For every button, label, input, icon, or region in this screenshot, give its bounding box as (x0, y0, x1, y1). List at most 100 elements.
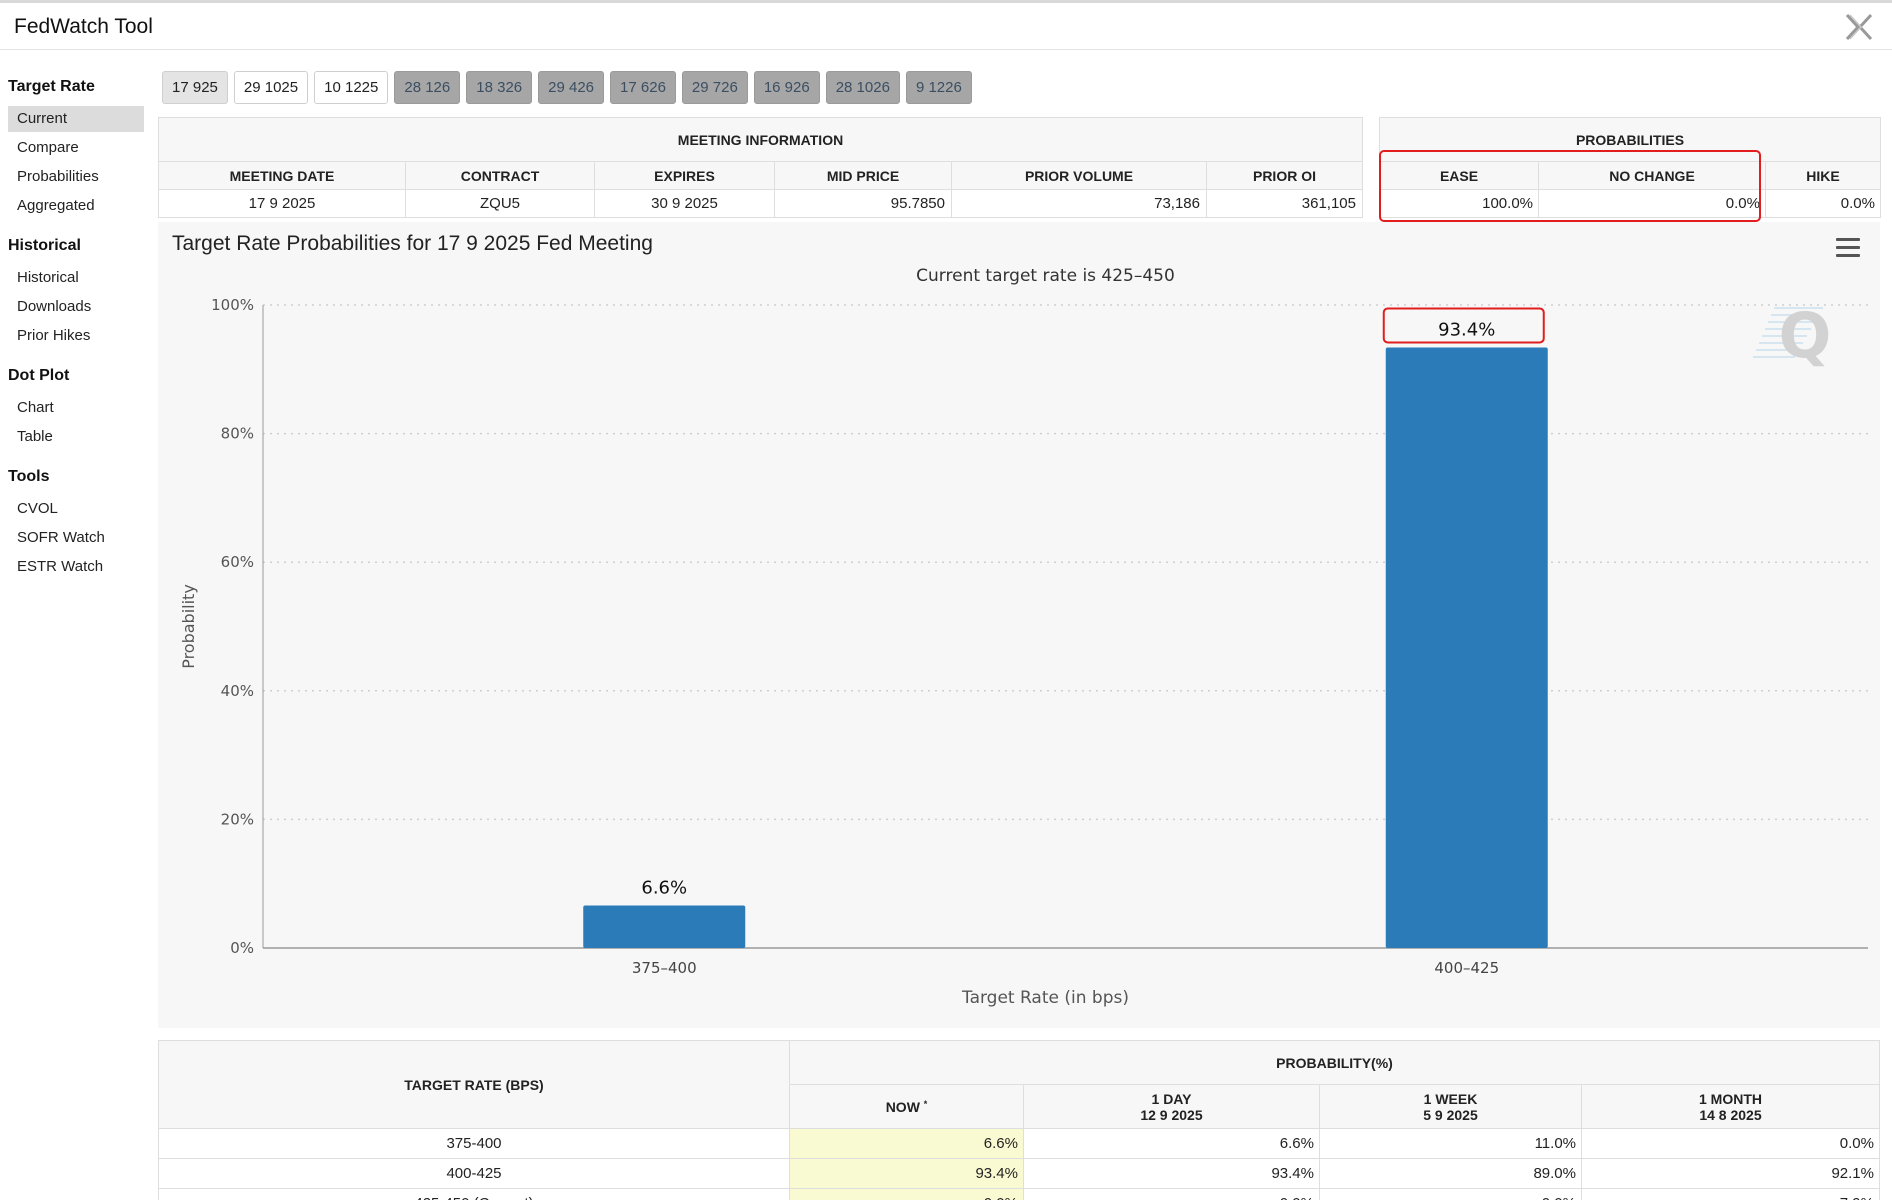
date-tab[interactable]: 29 426 (538, 71, 605, 104)
expires-value: 30 9 2025 (594, 189, 775, 218)
table-row: 100.0% 0.0% 0.0% (1379, 189, 1881, 218)
day-cell: 93.4% (1023, 1158, 1320, 1189)
y-tick-label: 40% (221, 682, 254, 700)
week-cell: 0.0% (1319, 1188, 1582, 1200)
app-title: FedWatch Tool (14, 15, 153, 38)
col-expires: EXPIRES (594, 161, 775, 190)
title-bar: FedWatch Tool (0, 0, 1892, 50)
sidebar-item-compare[interactable]: Compare (17, 139, 79, 156)
watermark-logo: Q (1779, 299, 1832, 372)
month-cell: 7.9% (1581, 1188, 1880, 1200)
col-1-day: 1 DAY 12 9 2025 (1023, 1084, 1320, 1129)
sidebar-item-chart[interactable]: Chart (17, 399, 54, 416)
col-prior-volume: PRIOR VOLUME (951, 161, 1207, 190)
x-axis-title: Target Rate (in bps) (961, 988, 1129, 1008)
col-now: NOW * (789, 1084, 1024, 1129)
date-tab[interactable]: 29 726 (681, 71, 748, 104)
sidebar-nav: Target Rate Current Compare Probabilitie… (8, 72, 144, 583)
sidebar-item-cvol[interactable]: CVOL (17, 500, 58, 517)
now-cell: 93.4% (789, 1158, 1024, 1189)
sidebar-section-historical: Historical (8, 237, 81, 254)
probabilities-table: PROBABILITIES EASE NO CHANGE HIKE 100.0%… (1379, 117, 1881, 218)
sidebar-item-historical[interactable]: Historical (17, 269, 79, 286)
probability-header: PROBABILITY(%) (789, 1040, 1880, 1085)
sidebar-item-sofr-watch[interactable]: SOFR Watch (17, 529, 105, 546)
y-tick-label: 0% (230, 939, 254, 957)
date-tab[interactable]: 18 326 (466, 71, 533, 104)
y-tick-label: 20% (221, 810, 254, 828)
mid-price-value: 95.7850 (774, 189, 952, 218)
chart-title: Target Rate Probabilities for 17 9 2025 … (172, 232, 653, 255)
col-1-week: 1 WEEK 5 9 2025 (1319, 1084, 1582, 1129)
chart-subtitle: Current target rate is 425–450 (916, 266, 1175, 286)
col-meeting-date: MEETING DATE (158, 161, 406, 190)
date-tab[interactable]: 28 126 (394, 71, 461, 104)
y-tick-label: 80% (221, 425, 254, 443)
col-hike: HIKE (1765, 161, 1881, 190)
now-cell: 6.6% (789, 1128, 1024, 1159)
day-cell: 0.0% (1023, 1188, 1320, 1200)
meeting-date-tabs: 17 925 29 1025 10 1225 28 126 18 326 29 … (162, 71, 972, 104)
y-axis-title: Probability (179, 584, 198, 669)
rate-cell: 375-400 (158, 1128, 790, 1159)
meeting-info-table: MEETING INFORMATION MEETING DATE CONTRAC… (158, 117, 1363, 218)
week-cell: 89.0% (1319, 1158, 1582, 1189)
sidebar-item-aggregated[interactable]: Aggregated (17, 197, 95, 214)
date-tab[interactable]: 16 926 (753, 71, 820, 104)
x-tick-label: 375–400 (632, 959, 697, 977)
month-cell: 92.1% (1581, 1158, 1880, 1189)
date-tab[interactable]: 9 1226 (905, 71, 972, 104)
close-icon[interactable] (1844, 12, 1874, 42)
col-1-month: 1 MONTH 14 8 2025 (1581, 1084, 1880, 1129)
bar (583, 905, 746, 948)
table-row: 17 9 2025 ZQU5 30 9 2025 95.7850 73,186 … (158, 189, 1363, 218)
sidebar-item-estr-watch[interactable]: ESTR Watch (17, 558, 104, 575)
sidebar-item-downloads[interactable]: Downloads (17, 298, 92, 315)
bar-chart: Current target rate is 425–450 0% 20% 40% 60… (179, 266, 1868, 1008)
now-cell: 0.0% (789, 1188, 1024, 1200)
prior-volume-value: 73,186 (951, 189, 1207, 218)
bar (1385, 347, 1548, 948)
rate-cell: 400-425 (158, 1158, 790, 1189)
sidebar-item-current[interactable]: Current (8, 106, 144, 132)
y-tick-label: 100% (211, 296, 254, 314)
hike-value: 0.0% (1765, 189, 1881, 218)
meeting-info-header: MEETING INFORMATION (158, 117, 1363, 162)
date-tab[interactable]: 28 1026 (825, 71, 900, 104)
col-ease: EASE (1379, 161, 1539, 190)
data-label: 93.4% (1438, 319, 1495, 340)
table-row: 425-450 (Current) 0.0% 0.0% 0.0% 7.9% (158, 1188, 1880, 1200)
date-tab[interactable]: 17 626 (610, 71, 676, 104)
sidebar-section-tools: Tools (8, 468, 50, 485)
highlight-box-bar-label (1382, 307, 1545, 344)
date-tab[interactable]: 17 925 (162, 71, 228, 104)
prior-oi-value: 361,105 (1206, 189, 1363, 218)
day-cell: 6.6% (1023, 1128, 1320, 1159)
ease-value: 100.0% (1379, 189, 1539, 218)
sidebar-section-dot-plot: Dot Plot (8, 367, 70, 384)
history-table-viewport: TARGET RATE (BPS) PROBABILITY(%) NOW * 1… (0, 1040, 1892, 1200)
week-cell: 11.0% (1319, 1128, 1582, 1159)
date-tab[interactable]: 29 1025 (233, 71, 309, 104)
x-tick-label: 400–425 (1434, 959, 1499, 977)
probabilities-header: PROBABILITIES (1379, 117, 1881, 162)
menu-icon[interactable] (1836, 238, 1860, 258)
col-prior-oi: PRIOR OI (1206, 161, 1363, 190)
sidebar-item-table[interactable]: Table (17, 428, 53, 445)
no-change-value: 0.0% (1538, 189, 1766, 218)
col-target-rate: TARGET RATE (BPS) (158, 1040, 790, 1129)
table-row: 375-400 6.6% 6.6% 11.0% 0.0% (158, 1128, 1880, 1159)
col-mid-price: MID PRICE (774, 161, 952, 190)
meeting-date-value: 17 9 2025 (158, 189, 406, 218)
rate-cell: 425-450 (Current) (158, 1188, 790, 1200)
table-row: 400-425 93.4% 93.4% 89.0% 92.1% (158, 1158, 1880, 1189)
col-no-change: NO CHANGE (1538, 161, 1766, 190)
month-cell: 0.0% (1581, 1128, 1880, 1159)
chart-panel: Current target rate is 425–450 0% 20% 40% 60… (158, 222, 1880, 1028)
col-contract: CONTRACT (405, 161, 595, 190)
data-label: 6.6% (641, 878, 687, 899)
contract-value: ZQU5 (405, 189, 595, 218)
sidebar-item-prior-hikes[interactable]: Prior Hikes (17, 327, 91, 344)
date-tab[interactable]: 10 1225 (314, 71, 389, 104)
sidebar-item-probabilities[interactable]: Probabilities (17, 168, 99, 185)
